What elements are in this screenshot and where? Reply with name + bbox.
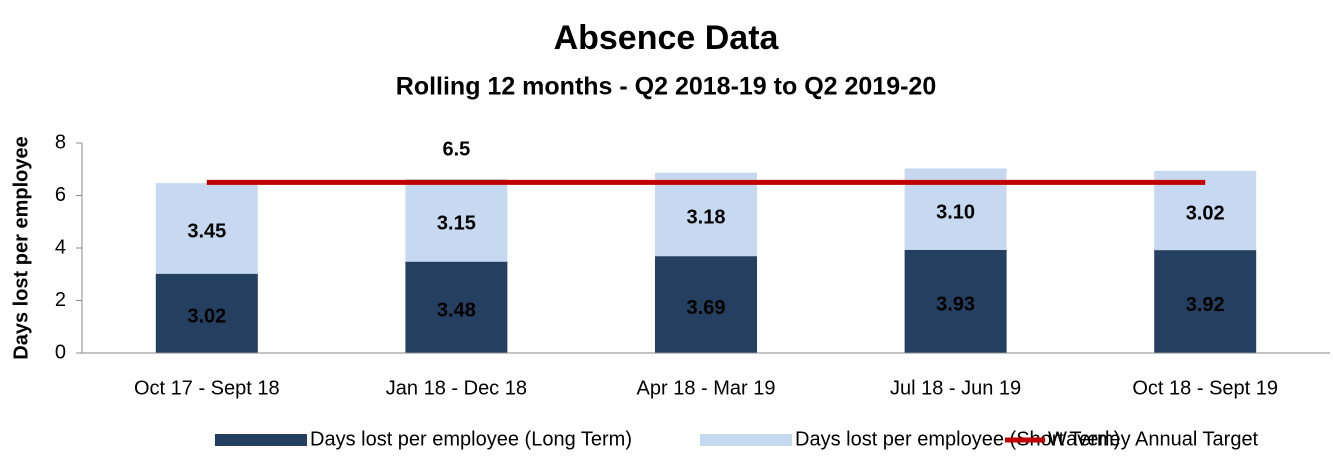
y-tick-label: 4 (55, 236, 66, 258)
bar-segment (155, 273, 258, 353)
y-tick-label: 2 (55, 289, 66, 311)
y-tick-label: 8 (55, 131, 66, 153)
x-tick-label: Apr 18 - Mar 19 (637, 377, 776, 399)
data-label: 3.02 (1186, 203, 1225, 225)
y-axis-label: Days lost per employee (10, 136, 32, 359)
data-label: 3.02 (187, 306, 226, 328)
legend-label: Waverley Annual Target (1048, 428, 1259, 450)
data-label: 3.93 (936, 294, 975, 316)
legend-label: Days lost per employee (Long Term) (310, 428, 632, 450)
bar-segment (655, 172, 757, 257)
bar-segment (155, 183, 258, 274)
data-label: 3.15 (437, 213, 476, 235)
x-tick-label: Jul 18 - Jun 19 (890, 377, 1021, 399)
target-label: 6.5 (442, 139, 470, 161)
data-label: 3.45 (187, 221, 226, 243)
data-label: 3.48 (437, 300, 476, 322)
data-label: 3.69 (687, 297, 726, 319)
legend-swatch (700, 434, 792, 446)
y-tick-label: 0 (55, 341, 66, 363)
bar-segment (405, 178, 508, 262)
bar-segment (405, 261, 508, 353)
y-tick-label: 6 (55, 184, 66, 206)
bar-segment (1154, 250, 1257, 353)
data-label: 3.92 (1186, 294, 1225, 316)
bar-segment (655, 256, 757, 353)
legend-swatch (215, 434, 307, 446)
x-tick-label: Jan 18 - Dec 18 (386, 377, 527, 399)
chart-title: Absence Data (554, 19, 780, 57)
data-label: 3.18 (687, 207, 726, 229)
x-tick-label: Oct 17 - Sept 18 (134, 377, 280, 399)
data-label: 3.10 (936, 201, 975, 223)
bar-segment (904, 249, 1007, 353)
chart-subtitle: Rolling 12 months - Q2 2018-19 to Q2 201… (396, 73, 936, 101)
x-tick-label: Oct 18 - Sept 19 (1132, 377, 1278, 399)
legend-label: Days lost per employee (Short Term) (795, 428, 1120, 450)
